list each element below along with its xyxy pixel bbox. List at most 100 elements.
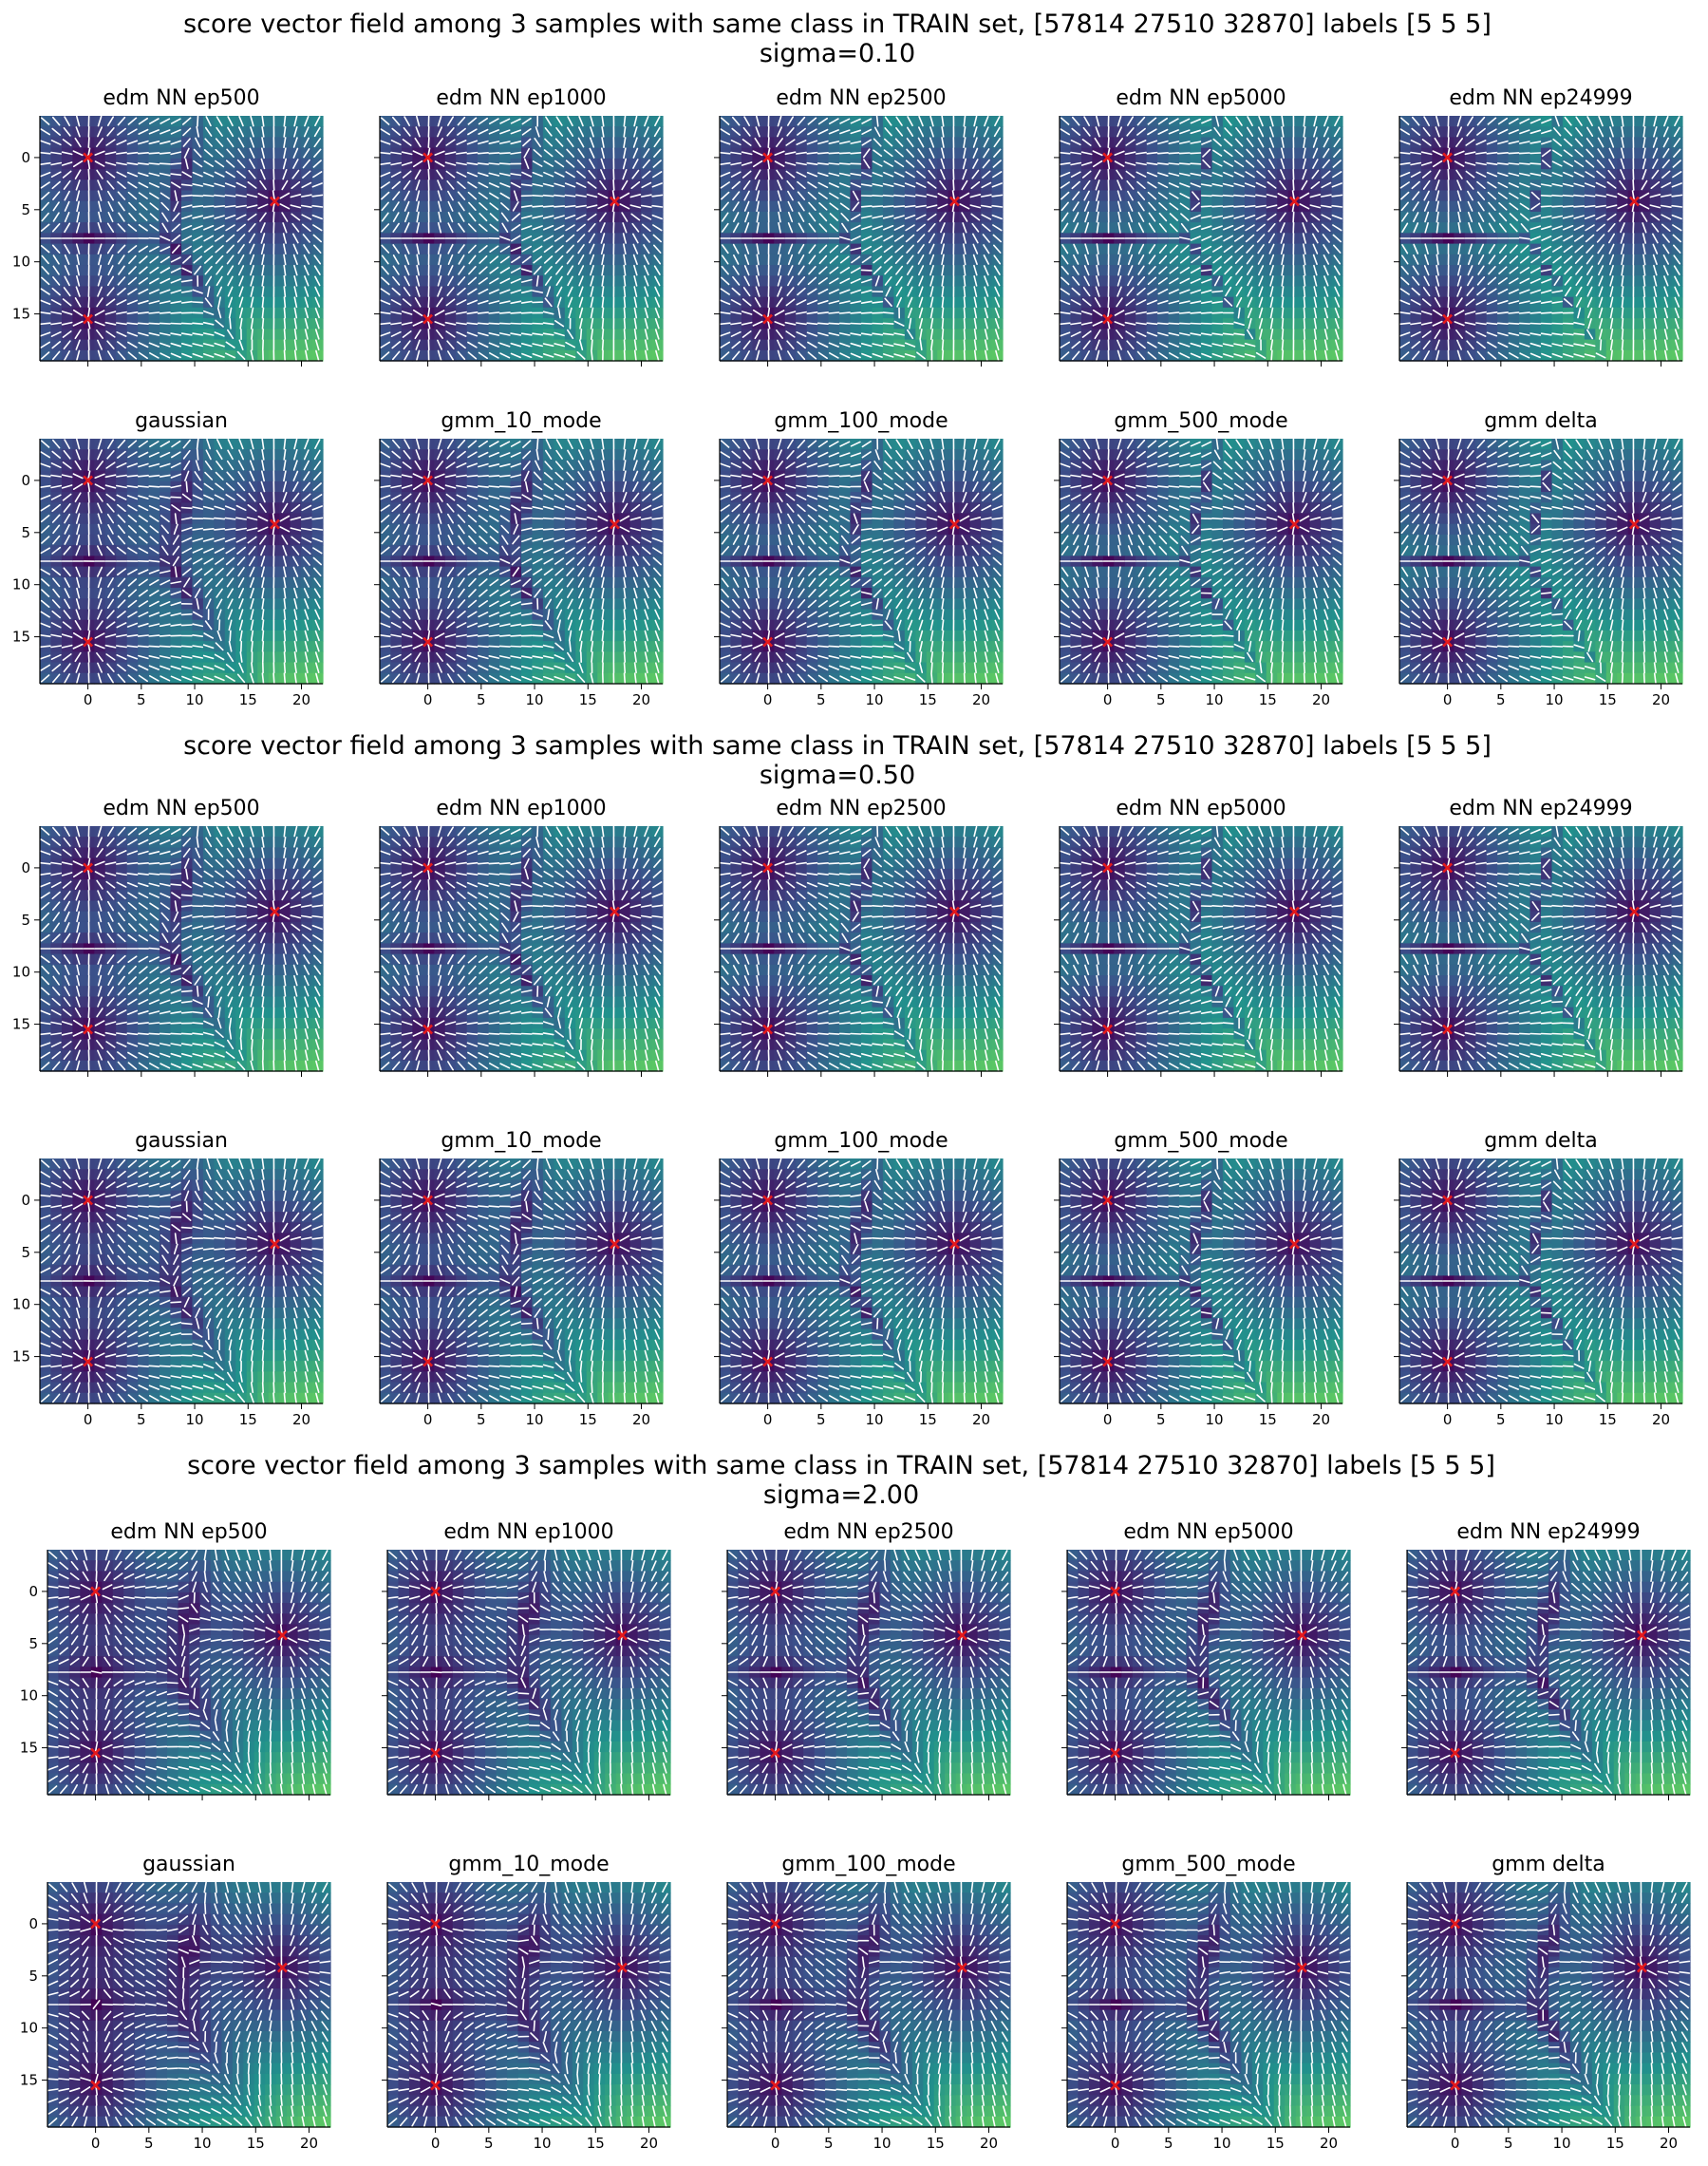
quiver-arrow — [139, 323, 148, 324]
quiver-arrow — [965, 319, 966, 329]
quiver-arrow — [894, 206, 904, 207]
quiver-arrow — [230, 319, 231, 329]
quiver-arrow — [894, 196, 904, 197]
quiver-arrow — [625, 340, 626, 349]
quiver-arrow — [840, 153, 850, 154]
quiver-arrow — [1191, 153, 1200, 154]
quiver-arrow — [500, 323, 510, 324]
quiver-arrow — [943, 330, 944, 339]
quiver-arrow — [1158, 153, 1168, 154]
quiver-arrow — [953, 180, 954, 190]
quiver-arrow — [851, 312, 860, 313]
quiver-arrow — [818, 153, 828, 154]
quiver-arrow — [533, 324, 542, 325]
quiver-arrow — [428, 330, 429, 339]
quiver-arrow — [88, 138, 89, 147]
y-tick-label: 0 — [21, 149, 30, 166]
quiver-arrow — [953, 212, 954, 221]
quiver-arrow — [965, 350, 966, 360]
quiver-arrow — [603, 330, 604, 339]
quiver-arrow — [489, 153, 498, 154]
quiver-arrow — [840, 323, 850, 324]
y-tick-label: 15 — [12, 306, 30, 323]
quiver-arrow — [544, 206, 554, 207]
quiver-arrow — [215, 196, 224, 197]
y-tick-label: 10 — [12, 254, 30, 271]
quiver-arrow — [252, 330, 253, 339]
y-tick-label: 5 — [21, 201, 30, 218]
quiver-arrow — [1202, 206, 1211, 207]
quiver-arrow — [818, 323, 828, 324]
quiver-arrow — [943, 340, 944, 349]
quiver-arrow — [1108, 170, 1109, 179]
quiver-arrow — [285, 330, 286, 339]
quiver-arrow — [193, 302, 202, 303]
quiver-arrow — [127, 323, 137, 324]
quiver-arrow — [581, 330, 582, 339]
quiver-arrow — [284, 297, 285, 307]
quiver-arrow — [428, 170, 429, 179]
quiver-arrow — [262, 308, 263, 317]
quiver-arrow — [851, 153, 860, 154]
quiver-arrow — [965, 330, 966, 339]
quiver-arrow — [160, 312, 170, 313]
quiver-arrow — [943, 350, 944, 360]
quiver-arrow — [467, 153, 477, 154]
quiver-arrow — [768, 330, 769, 339]
quiver-arrow — [829, 163, 838, 164]
section-1-title-line1: score vector field among 3 samples with … — [183, 9, 1492, 39]
quiver-arrow — [862, 270, 872, 271]
quiver-arrow — [284, 287, 285, 296]
panel-r1-c4: edm NN ep5000 — [1054, 86, 1343, 367]
quiver-arrow — [204, 196, 214, 197]
quiver-arrow — [182, 323, 192, 324]
quiver-arrow — [479, 323, 488, 324]
quiver-arrow — [171, 163, 180, 164]
quiver-arrow — [840, 163, 850, 164]
quiver-arrow — [873, 206, 882, 207]
quiver-arrow — [1234, 206, 1244, 207]
quiver-arrow — [489, 323, 498, 324]
quiver-arrow — [41, 153, 50, 154]
quiver-arrow — [479, 153, 488, 154]
quiver-arrow — [284, 308, 285, 317]
quiver-arrow — [273, 212, 274, 221]
quiver-arrow — [285, 350, 286, 360]
section-2-title-line2: sigma=0.50 — [760, 761, 915, 790]
quiver-arrow — [193, 196, 202, 197]
quiver-arrow — [807, 153, 816, 154]
quiver-arrow — [943, 319, 944, 329]
quiver-arrow — [204, 206, 214, 207]
quiver-arrow — [768, 297, 769, 307]
panel-title: edm NN ep1000 — [436, 86, 606, 110]
quiver-arrow — [603, 340, 604, 349]
quiver-arrow — [603, 319, 604, 329]
quiver-arrow — [1169, 153, 1178, 154]
quiver-arrow — [873, 196, 882, 197]
quiver-arrow — [964, 297, 965, 307]
quiver-arrow — [500, 163, 510, 164]
section-2-title-line1: score vector field among 3 samples with … — [183, 731, 1492, 761]
quiver-arrow — [263, 319, 264, 329]
quiver-arrow — [807, 323, 816, 324]
quiver-arrow — [625, 350, 626, 360]
quiver-arrow — [624, 308, 625, 317]
quiver-arrow — [965, 340, 966, 349]
quiver-arrow — [884, 312, 893, 313]
quiver-arrow — [533, 206, 542, 207]
panel-r1-c2: edm NN ep1000 — [374, 86, 664, 367]
panel-title: edm NN ep2500 — [776, 86, 946, 110]
quiver-arrow — [1212, 206, 1222, 207]
quiver-arrow — [171, 324, 180, 325]
quiver-arrow — [263, 330, 264, 339]
panel-r1-c3: edm NN ep2500 — [714, 86, 1004, 367]
quiver-arrow — [613, 180, 614, 190]
quiver-arrow — [511, 312, 520, 313]
quiver-arrow — [1180, 153, 1190, 154]
quiver-arrow — [862, 206, 872, 207]
quiver-arrow — [381, 323, 390, 324]
panels-layer: edm NN ep5000 5 10 15 edm NN ep1000 edm NN ep… — [12, 86, 1691, 2152]
quiver-arrow — [149, 312, 159, 313]
